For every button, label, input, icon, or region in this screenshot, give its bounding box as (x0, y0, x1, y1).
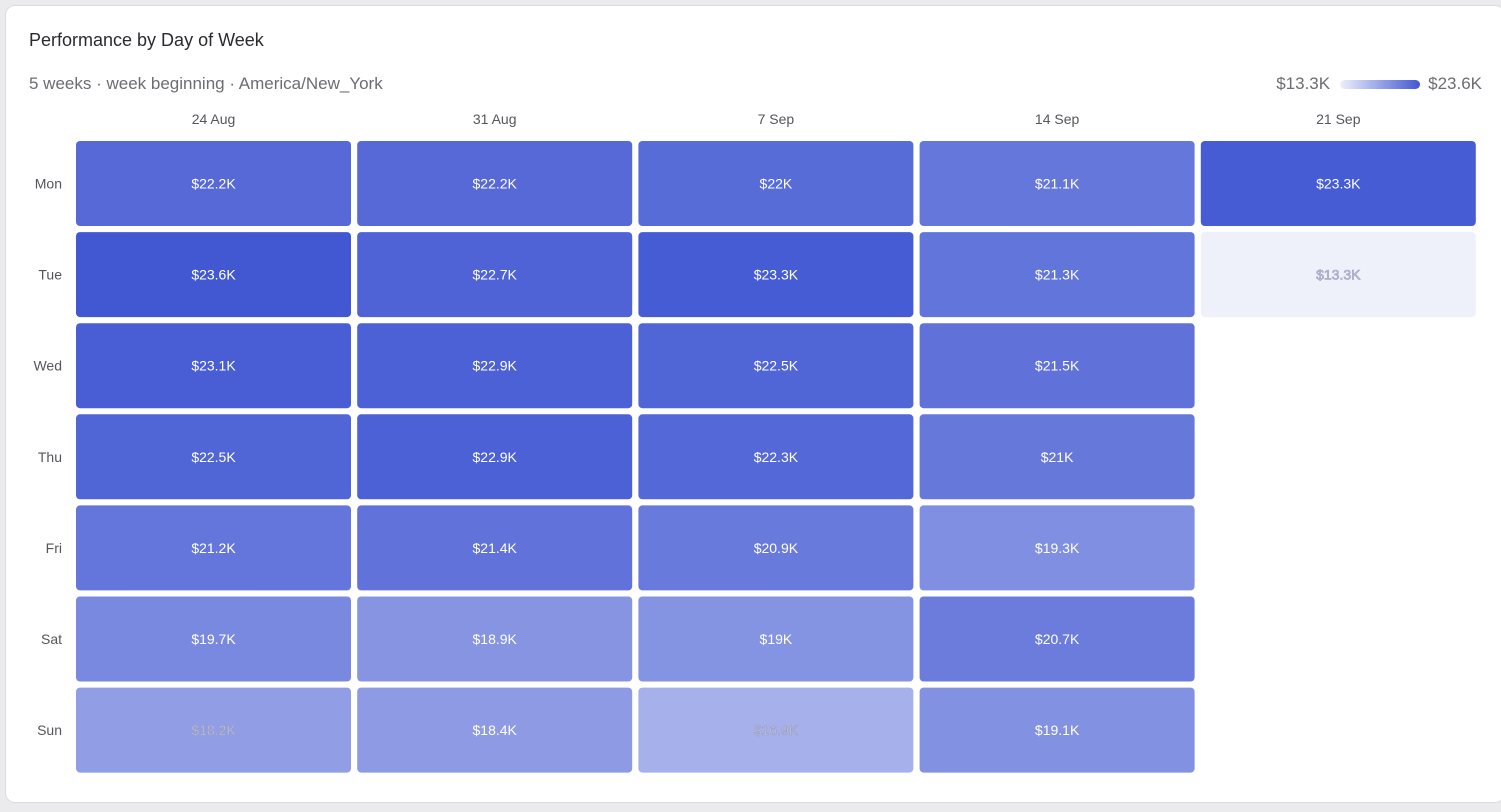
heatmap-cell-label: $19.7K (191, 631, 236, 647)
heatmap-cell[interactable] (1200, 141, 1476, 226)
heatmap-cell-label: $22.5K (754, 358, 799, 374)
heatmap-cell[interactable] (638, 596, 914, 682)
legend-min-label: $13.3K (1276, 74, 1331, 93)
heatmap-cell-label: $18.4K (473, 722, 518, 738)
heatmap-cell-label: $22.9K (473, 449, 518, 465)
heatmap-cell[interactable] (357, 323, 633, 409)
heatmap-cell[interactable] (357, 505, 633, 591)
heatmap-cell[interactable] (357, 232, 633, 318)
heatmap-cell[interactable] (919, 323, 1195, 409)
heatmap-cell-label: $19.1K (1035, 722, 1080, 738)
heatmap-cell[interactable] (357, 687, 633, 773)
heatmap-cell-label: $21K (1041, 449, 1074, 465)
heatmap-cell[interactable] (919, 596, 1195, 682)
heatmap-cell-label: $23.3K (1316, 176, 1361, 192)
heatmap-cell[interactable] (919, 141, 1195, 226)
heatmap-cell[interactable] (638, 141, 914, 226)
heatmap-cell[interactable] (76, 505, 351, 591)
heatmap-cell[interactable] (76, 414, 351, 500)
heatmap-cell[interactable] (76, 141, 351, 226)
heatmap-cell[interactable] (76, 232, 351, 318)
row-label-mon: Mon (35, 176, 62, 192)
heatmap-cell[interactable] (919, 232, 1195, 318)
heatmap-cell[interactable] (357, 414, 633, 500)
heatmap-cell-label: $16.9K (754, 722, 799, 738)
heatmap-cell[interactable] (638, 414, 914, 500)
heatmap-cell-label: $22.5K (191, 449, 236, 465)
heatmap-cell[interactable] (76, 323, 351, 409)
chart-title: Performance by Day of Week (29, 30, 264, 50)
row-label-sun: Sun (37, 722, 62, 738)
heatmap-cell-label: $20.7K (1035, 631, 1080, 647)
heatmap-cell-label: $20.9K (754, 540, 799, 556)
heatmap-cell[interactable] (357, 141, 633, 226)
heatmap-cell[interactable] (76, 596, 351, 682)
column-header-31-aug: 31 Aug (473, 111, 517, 127)
heatmap-cell-label: $22K (760, 176, 793, 192)
heatmap-cell[interactable] (76, 687, 351, 773)
legend-gradient-bar (1340, 79, 1421, 89)
row-label-sat: Sat (41, 631, 62, 647)
color-legend: $13.3K $23.6K (1276, 74, 1482, 94)
heatmap-cell-label: $19.3K (1035, 540, 1080, 556)
heatmap-cell-label: $22.3K (754, 449, 799, 465)
heatmap-cell-label: $22.2K (473, 176, 518, 192)
heatmap-cell-label: $22.9K (473, 358, 518, 374)
chart-subtitle: 5 weeks · week beginning · America/New_Y… (29, 74, 383, 93)
column-header-7-sep: 7 Sep (758, 111, 795, 127)
heatmap-cell[interactable] (1200, 232, 1476, 318)
legend-max-label: $23.6K (1428, 74, 1482, 93)
heatmap-cell-label: $22.2K (191, 176, 236, 192)
heatmap-cell-label: $18.9K (473, 631, 518, 647)
heatmap-cell-label: $19K (760, 631, 793, 647)
heatmap-cell[interactable] (919, 414, 1195, 500)
heatmap-cell-label: $18.2K (191, 722, 236, 738)
heatmap-cell[interactable] (638, 505, 914, 591)
column-header-14-sep: 14 Sep (1035, 111, 1080, 127)
heatmap-cell[interactable] (919, 505, 1195, 591)
heatmap-cell-label: $23.1K (191, 358, 236, 374)
heatmap-cell-label: $23.3K (754, 267, 799, 283)
column-header-21-sep: 21 Sep (1316, 111, 1361, 127)
heatmap-cell-label: $13.3K (1316, 267, 1361, 283)
heatmap-cell-label: $21.4K (473, 540, 518, 556)
heatmap-cell-label: $21.1K (1035, 176, 1080, 192)
heatmap-cell[interactable] (638, 687, 914, 773)
heatmap-cell[interactable] (357, 596, 633, 682)
column-header-24-aug: 24 Aug (192, 111, 236, 127)
row-label-thu: Thu (38, 449, 62, 465)
heatmap-cell[interactable] (638, 232, 914, 318)
heatmap-cell-label: $21.2K (191, 540, 236, 556)
heatmap-cell[interactable] (638, 323, 914, 409)
row-label-fri: Fri (46, 540, 62, 556)
row-label-wed: Wed (33, 358, 62, 374)
heatmap-cell-label: $23.6K (191, 267, 236, 283)
heatmap-cell[interactable] (919, 687, 1195, 773)
heatmap-cell-label: $21.5K (1035, 358, 1080, 374)
heatmap-cell-label: $22.7K (473, 267, 518, 283)
row-label-tue: Tue (38, 267, 62, 283)
heatmap-cell-label: $21.3K (1035, 267, 1080, 283)
